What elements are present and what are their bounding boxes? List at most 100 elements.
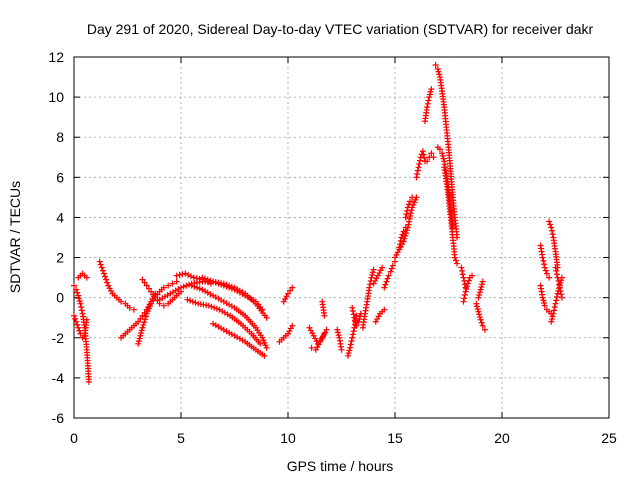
data-point-marker	[551, 307, 558, 314]
data-point-marker	[459, 271, 466, 278]
data-point-marker	[557, 287, 564, 294]
data-point-marker	[417, 154, 424, 161]
data-point-marker	[426, 94, 433, 101]
data-point-marker	[137, 315, 144, 322]
data-point-marker	[165, 282, 172, 289]
data-point-marker	[407, 210, 414, 217]
data-point-marker	[72, 315, 79, 322]
series-arc-an	[537, 242, 553, 281]
series-arc-o	[280, 284, 296, 305]
series-arc-ap	[546, 218, 561, 271]
data-point-marker	[189, 298, 196, 305]
data-point-marker	[139, 312, 146, 319]
data-point-marker	[75, 324, 82, 331]
data-point-marker	[403, 211, 410, 218]
y-tick-label: 2	[56, 250, 64, 266]
data-point-marker	[178, 284, 184, 291]
data-point-marker	[77, 300, 84, 307]
y-tick-label: 8	[56, 129, 64, 145]
data-point-marker	[553, 267, 560, 274]
data-point-marker	[321, 330, 328, 337]
data-point-marker	[130, 306, 137, 313]
data-point-marker	[83, 274, 90, 281]
data-point-marker	[389, 262, 396, 269]
data-point-marker	[193, 275, 200, 282]
data-point-marker	[76, 327, 83, 334]
y-tick-label: -2	[52, 330, 65, 346]
data-point-marker	[451, 254, 458, 261]
axis-ticks: 0 5 10 15 20 25 -6 -4 -2 0 2 4 6 8 10 12	[48, 49, 617, 446]
series-arc-x	[381, 258, 398, 291]
y-tick-label: 6	[56, 169, 64, 185]
data-point-marker	[461, 295, 468, 302]
data-point-marker	[388, 265, 395, 272]
data-point-marker	[539, 294, 546, 301]
data-point-marker	[323, 326, 330, 333]
data-point-marker	[554, 290, 561, 297]
data-point-marker	[366, 284, 373, 291]
data-point-marker	[413, 174, 420, 181]
series-arc-y	[370, 264, 386, 287]
data-point-marker	[187, 297, 194, 304]
data-point-marker	[458, 264, 465, 271]
data-point-marker	[259, 306, 266, 313]
data-point-marker	[143, 282, 150, 289]
data-point-marker	[474, 306, 481, 313]
x-tick-label: 10	[280, 430, 296, 446]
data-point-marker	[421, 154, 428, 161]
data-point-marker	[462, 284, 469, 291]
data-point-marker	[139, 324, 146, 331]
data-point-marker	[192, 299, 199, 306]
data-point-marker	[78, 307, 85, 314]
data-point-marker	[382, 281, 389, 288]
data-point-marker	[218, 281, 225, 288]
data-point-marker	[369, 269, 376, 276]
data-point-marker	[414, 167, 421, 174]
series-arc-d	[96, 258, 137, 313]
data-point-marker	[430, 154, 437, 161]
data-point-marker	[349, 334, 356, 341]
data-point-marker	[194, 284, 201, 291]
y-tick-label: 4	[56, 209, 64, 225]
data-point-marker	[142, 313, 149, 320]
data-point-marker	[478, 319, 485, 326]
data-point-marker	[352, 317, 359, 324]
series-arc-m	[173, 270, 214, 287]
data-point-marker	[452, 257, 459, 264]
series-arc-w	[372, 306, 388, 325]
data-point-marker	[469, 272, 476, 279]
data-point-marker	[387, 268, 394, 275]
data-point-marker	[352, 320, 359, 327]
data-point-marker	[289, 284, 296, 291]
data-point-marker	[558, 291, 565, 298]
x-tick-label: 20	[494, 430, 510, 446]
series-arc-aa	[396, 224, 409, 251]
data-point-marker	[135, 340, 142, 347]
data-point-marker	[187, 273, 194, 280]
data-point-marker	[350, 328, 357, 335]
data-point-marker	[400, 228, 407, 235]
data-point-marker	[102, 273, 109, 280]
data-point-marker	[555, 277, 562, 284]
data-point-marker	[479, 281, 486, 288]
data-point-marker	[257, 340, 264, 347]
data-point-marker	[98, 264, 105, 271]
data-point-marker	[381, 306, 388, 313]
data-point-marker	[141, 319, 148, 326]
data-point-marker	[148, 288, 155, 295]
data-point-marker	[439, 150, 446, 157]
data-point-marker	[400, 238, 407, 245]
data-point-marker	[208, 303, 215, 310]
data-point-marker	[173, 278, 180, 285]
data-point-marker	[368, 274, 375, 281]
data-point-marker	[220, 282, 227, 289]
data-point-marker	[436, 146, 443, 153]
series-arc-ae	[424, 150, 437, 165]
data-point-marker	[135, 318, 142, 325]
series-arc-ak	[458, 264, 469, 291]
chart-title: Day 291 of 2020, Sidereal Day-to-day VTE…	[87, 21, 594, 37]
data-point-marker	[351, 314, 358, 321]
y-axis-label: SDTVAR / TECUs	[7, 181, 23, 293]
